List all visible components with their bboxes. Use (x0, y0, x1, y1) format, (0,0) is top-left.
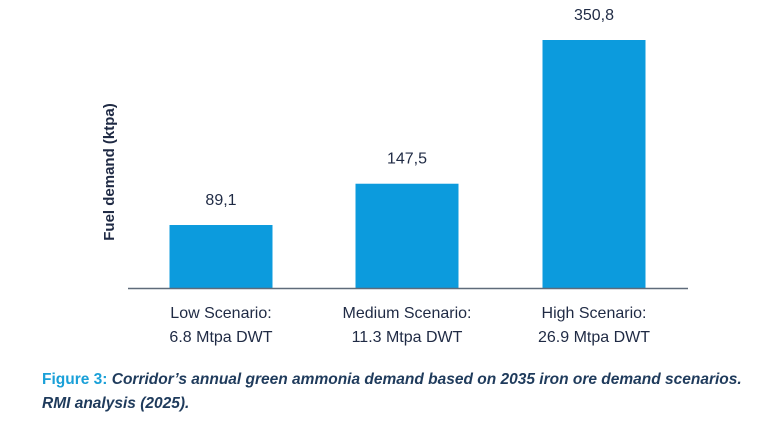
bar-2 (542, 40, 646, 288)
bar-chart: Fuel demand (ktpa) 89,1 147,5 350,8 Low Sc… (101, 7, 688, 346)
category-label-2-line-1: 26.9 Mtpa DWT (538, 329, 650, 346)
category-label-1-line-0: Medium Scenario: (343, 305, 472, 322)
category-label-2-line-0: High Scenario: (542, 305, 647, 322)
figure-caption: Figure 3: Corridor’s annual green ammoni… (42, 368, 762, 416)
figure-label: Figure 3: (42, 371, 108, 388)
category-label-0-line-1: 6.8 Mtpa DWT (169, 329, 272, 346)
value-label-2: 350,8 (574, 7, 614, 24)
bar-1 (355, 183, 459, 288)
category-label-1-line-1: 11.3 Mtpa DWT (352, 329, 463, 346)
bar-0 (169, 225, 273, 288)
value-labels-group: 89,1 147,5 350,8 (205, 7, 614, 209)
y-axis-title: Fuel demand (ktpa) (101, 103, 118, 241)
bars-group (169, 40, 646, 288)
caption-text: Corridor’s annual green ammonia demand b… (42, 371, 742, 412)
category-labels-group: Low Scenario: 6.8 Mtpa DWT Medium Scenario… (169, 305, 650, 346)
category-label-0-line-0: Low Scenario: (170, 305, 271, 322)
value-label-0: 89,1 (205, 192, 236, 209)
value-label-1: 147,5 (387, 151, 427, 168)
